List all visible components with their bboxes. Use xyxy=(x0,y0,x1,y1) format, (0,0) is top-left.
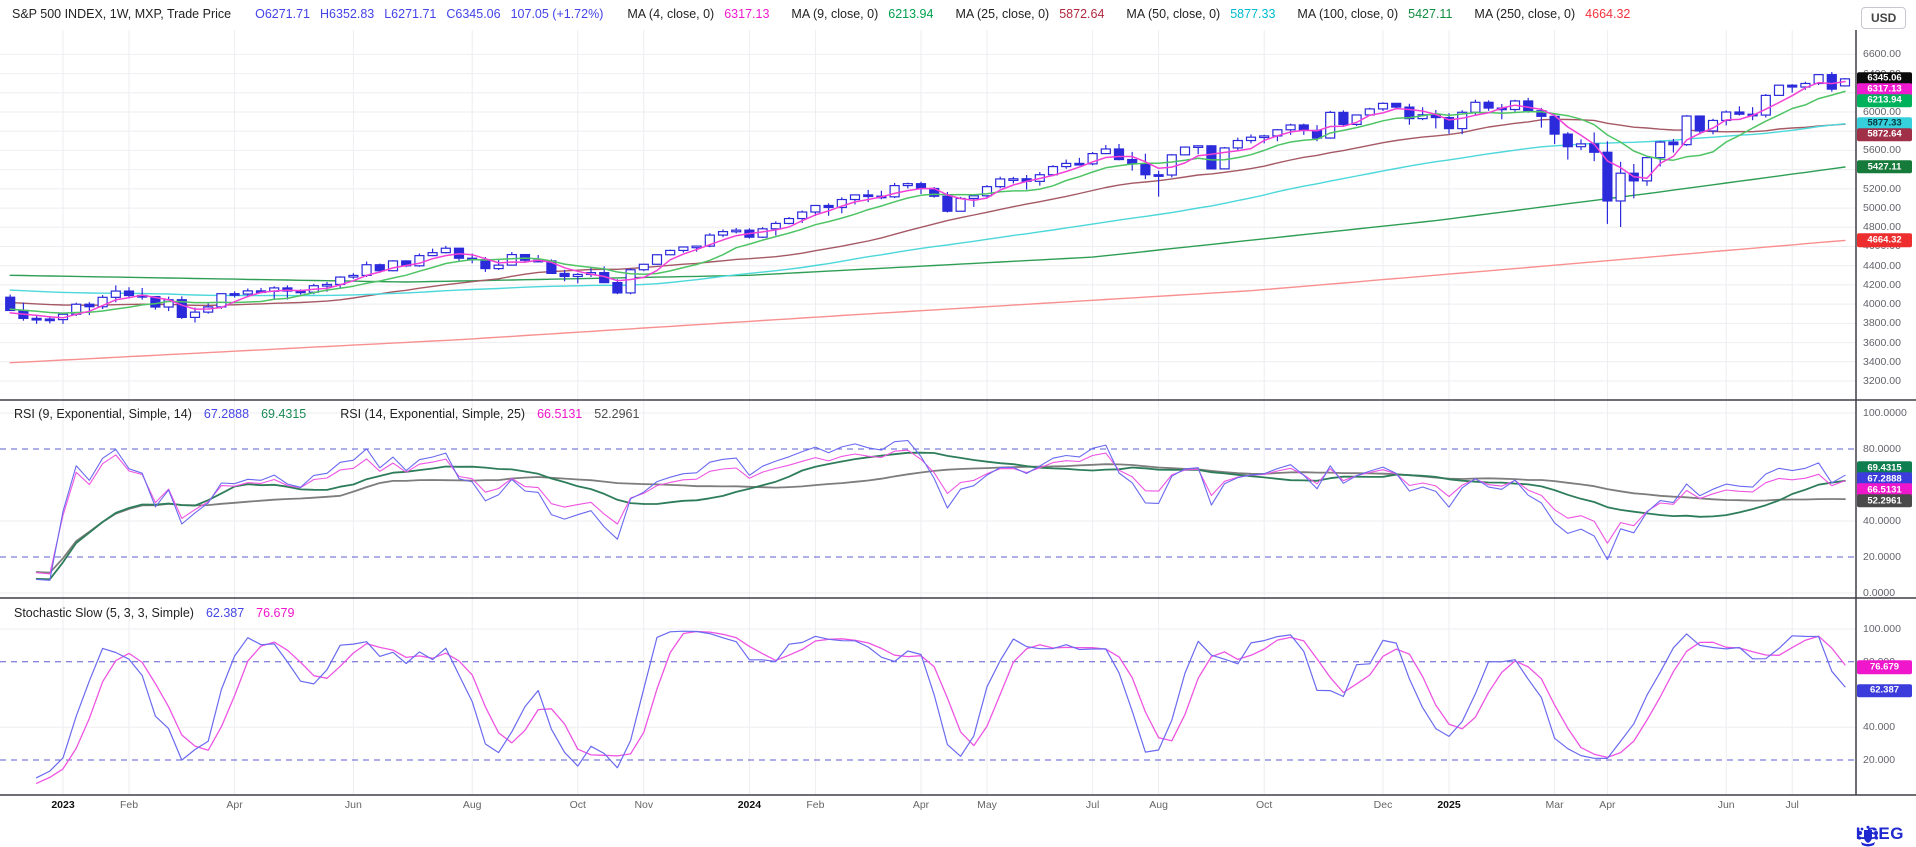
stochastic-legend[interactable]: Stochastic Slow (5, 3, 3, Simple) 62.387… xyxy=(14,606,294,620)
ma-legend-item[interactable]: MA (50, close, 0) 5877.33 xyxy=(1126,7,1275,21)
rsi-slow-smooth-value: 52.2961 xyxy=(594,407,640,421)
ma-legend-item[interactable]: MA (250, close, 0) 4664.32 xyxy=(1474,7,1630,21)
rsi-fast-label: RSI (9, Exponential, Simple, 14) xyxy=(14,407,192,421)
chart-legend[interactable]: S&P 500 INDEX, 1W, MXP, Trade Price O627… xyxy=(12,7,1642,21)
legend-spacer xyxy=(318,407,328,421)
currency-selector[interactable]: USD xyxy=(1861,7,1907,29)
ma-legend-item[interactable]: MA (25, close, 0) 5872.64 xyxy=(955,7,1104,21)
high-value: H6352.83 xyxy=(320,7,375,21)
instrument-title: S&P 500 INDEX, 1W, MXP, Trade Price xyxy=(12,7,232,21)
rsi-fast-smooth-value: 69.4315 xyxy=(261,407,307,421)
ma-label: MA (4, close, 0) xyxy=(627,7,715,21)
ma-value: 6317.13 xyxy=(724,7,770,21)
ma-value: 5877.33 xyxy=(1230,7,1276,21)
ma-label: MA (250, close, 0) xyxy=(1474,7,1576,21)
ma-label: MA (50, close, 0) xyxy=(1126,7,1221,21)
open-value: O6271.71 xyxy=(255,7,311,21)
ma-legend-item[interactable]: MA (9, close, 0) 6213.94 xyxy=(791,7,933,21)
ma-legend: MA (4, close, 0) 6317.13 MA (9, close, 0) 6… xyxy=(627,7,1642,21)
ma-value: 5872.64 xyxy=(1059,7,1105,21)
rsi-fast-value: 67.2888 xyxy=(203,407,250,421)
lseg-logo: LSEG xyxy=(1856,824,1904,847)
ma-label: MA (100, close, 0) xyxy=(1297,7,1399,21)
ma-value: 5427.11 xyxy=(1408,7,1453,21)
ma-legend-item[interactable]: MA (4, close, 0) 6317.13 xyxy=(627,7,769,21)
stochastic-label: Stochastic Slow (5, 3, 3, Simple) xyxy=(14,606,194,620)
low-value: L6271.71 xyxy=(384,7,437,21)
rsi-slow-label: RSI (14, Exponential, Simple, 25) xyxy=(340,407,526,421)
change-value: 107.05 (+1.72%) xyxy=(510,7,604,21)
ma-label: MA (25, close, 0) xyxy=(955,7,1050,21)
close-value: C6345.06 xyxy=(446,7,501,21)
ma-value: 4664.32 xyxy=(1585,7,1631,21)
ohlc-readout: O6271.71 H6352.83 L6271.71 C6345.06 107.… xyxy=(255,7,603,21)
ma-value: 6213.94 xyxy=(888,7,934,21)
ma-legend-item[interactable]: MA (100, close, 0) 5427.11 xyxy=(1297,7,1452,21)
rsi-legend[interactable]: RSI (9, Exponential, Simple, 14) 67.2888… xyxy=(14,407,639,421)
lseg-crest-icon xyxy=(1857,825,1878,847)
ma-label: MA (9, close, 0) xyxy=(791,7,879,21)
stochastic-d-value: 76.679 xyxy=(256,606,295,620)
rsi-slow-value: 66.5131 xyxy=(537,407,583,421)
stochastic-k-value: 62.387 xyxy=(205,606,245,620)
